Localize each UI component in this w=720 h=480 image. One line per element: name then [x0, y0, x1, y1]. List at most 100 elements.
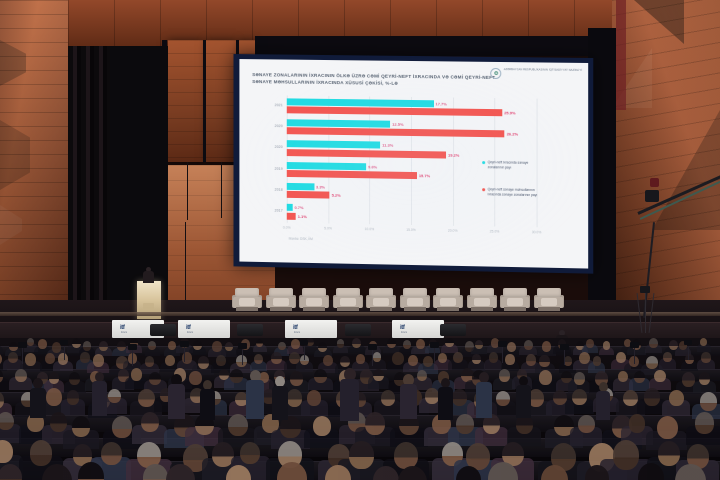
- audience-member-head: [592, 356, 602, 366]
- standing-attendee: [340, 368, 359, 422]
- standing-attendee-body: [438, 386, 453, 420]
- audience-member-head: [701, 352, 711, 363]
- chart-y-label: 2020: [274, 123, 283, 128]
- audience-member-head: [230, 369, 243, 384]
- chart-gridline: [328, 95, 330, 224]
- audience-member-head: [339, 355, 350, 368]
- standing-attendee: [272, 376, 288, 420]
- presentation-screen: SƏNAYE ZONALARININ İXRACININ ÖLKƏ ÜZRƏ C…: [233, 54, 594, 274]
- audience-member-head: [77, 461, 104, 480]
- stage-sign-subtitle: forum: [187, 331, 194, 334]
- standing-attendee-body: [168, 384, 185, 420]
- audience-member-head: [445, 338, 454, 348]
- audience-member-head: [474, 339, 484, 350]
- audience-member-head: [325, 465, 351, 480]
- audience-member-head: [336, 339, 345, 348]
- audience-member-head: [525, 354, 537, 367]
- audience-member-torso: [636, 399, 667, 415]
- standing-attendee: [516, 376, 531, 418]
- bar-value-cyan: 3.3%: [315, 184, 326, 190]
- bar-value-red: 1.1%: [297, 213, 307, 219]
- standing-attendee: [476, 372, 492, 418]
- audience-member-head: [149, 371, 162, 386]
- standing-attendee-body: [516, 384, 531, 418]
- standing-attendee-head: [519, 376, 528, 386]
- chart-x-label: 30.0%: [531, 230, 542, 235]
- press-camera: [18, 342, 27, 348]
- audience-member-head: [289, 371, 303, 386]
- audience-member-torso: [565, 399, 595, 415]
- bar-cyan: [286, 182, 314, 191]
- audience-member-head: [648, 338, 658, 348]
- audience-member-torso: [474, 426, 509, 446]
- audience-member-torso: [520, 362, 542, 373]
- chart-x-label: 0.0%: [282, 225, 291, 230]
- audience-member-head: [212, 341, 222, 352]
- audience-member-head: [271, 352, 282, 364]
- audience-member-torso: [390, 427, 428, 447]
- audience-member-head: [415, 339, 425, 350]
- ministry-logo: ❂ AZƏRBAYCAN RESPUBLİKASININ İQTİSADİYYA…: [490, 67, 582, 80]
- audience-member-torso: [286, 345, 304, 354]
- audience-member-head: [495, 390, 510, 407]
- audience-member-head: [57, 352, 69, 365]
- audience-member-head: [227, 413, 249, 437]
- audience-member-torso: [52, 360, 74, 372]
- audience-member-head: [41, 464, 72, 480]
- audience-member-torso: [160, 361, 180, 373]
- audience-member-torso: [519, 346, 537, 355]
- audience-member-torso: [661, 400, 691, 416]
- audience-member-head: [654, 369, 666, 383]
- audience-member-torso: [696, 343, 711, 352]
- ministry-emblem-icon: ❂: [490, 67, 502, 80]
- audience-member-torso: [78, 347, 95, 356]
- panel-gap-2: [203, 40, 206, 162]
- audience-member-head: [277, 341, 286, 350]
- audience-member-head: [143, 463, 168, 480]
- audience-member-head: [318, 342, 328, 353]
- audience-member-torso: [189, 346, 207, 355]
- audience-member-head: [557, 338, 567, 349]
- audience-member-head: [372, 352, 382, 363]
- audience-member-torso: [582, 344, 598, 354]
- audience-member-torso: [220, 347, 237, 357]
- audience-member-torso: [411, 377, 433, 390]
- audience-member-torso: [441, 343, 458, 353]
- audience-member-head: [634, 370, 646, 383]
- standing-attendee-head: [441, 378, 450, 388]
- audience-member-head: [572, 388, 588, 406]
- crane-camera-head: [645, 190, 659, 202]
- audience-member-head: [700, 338, 708, 347]
- chart-legend: Qeyri-neft ixracında sənaye zonalarının …: [482, 160, 542, 215]
- audience-member-torso: [192, 364, 215, 375]
- bar-red: [286, 191, 330, 199]
- audience-member-torso: [493, 377, 516, 390]
- audience-member-torso: [67, 344, 86, 353]
- audience-member-head: [256, 338, 264, 347]
- standing-attendee-head: [249, 370, 261, 383]
- audience-member-head: [9, 341, 18, 352]
- audience-member-head: [116, 340, 126, 352]
- audience-member-head: [240, 441, 261, 464]
- audience-member-head: [407, 354, 418, 367]
- standing-attendee-body: [30, 387, 46, 418]
- audience-member-head: [92, 353, 104, 367]
- audience-member-head: [144, 356, 155, 367]
- audience-member-head: [538, 369, 553, 385]
- audience-member-torso: [373, 400, 402, 416]
- stage-sign-logo: itf: [400, 325, 405, 331]
- audience-member-torso: [447, 426, 483, 446]
- slide-title: SƏNAYE ZONALARININ İXRACININ ÖLKƏ ÜZRƏ C…: [252, 72, 496, 86]
- audience-member-head: [107, 389, 121, 404]
- chart-gridline: [369, 96, 371, 225]
- audience-member-torso: [467, 360, 485, 371]
- audience-member-head: [24, 353, 37, 366]
- audience-member-head: [277, 462, 307, 480]
- press-camera: [630, 342, 639, 348]
- standing-attendee-head: [403, 374, 414, 387]
- audience-member-torso: [367, 376, 389, 389]
- audience-member-head: [386, 338, 396, 349]
- chart-y-label: 2019: [274, 166, 283, 171]
- chart-x-label: 10.0%: [364, 227, 375, 232]
- audience-member-torso: [568, 380, 590, 393]
